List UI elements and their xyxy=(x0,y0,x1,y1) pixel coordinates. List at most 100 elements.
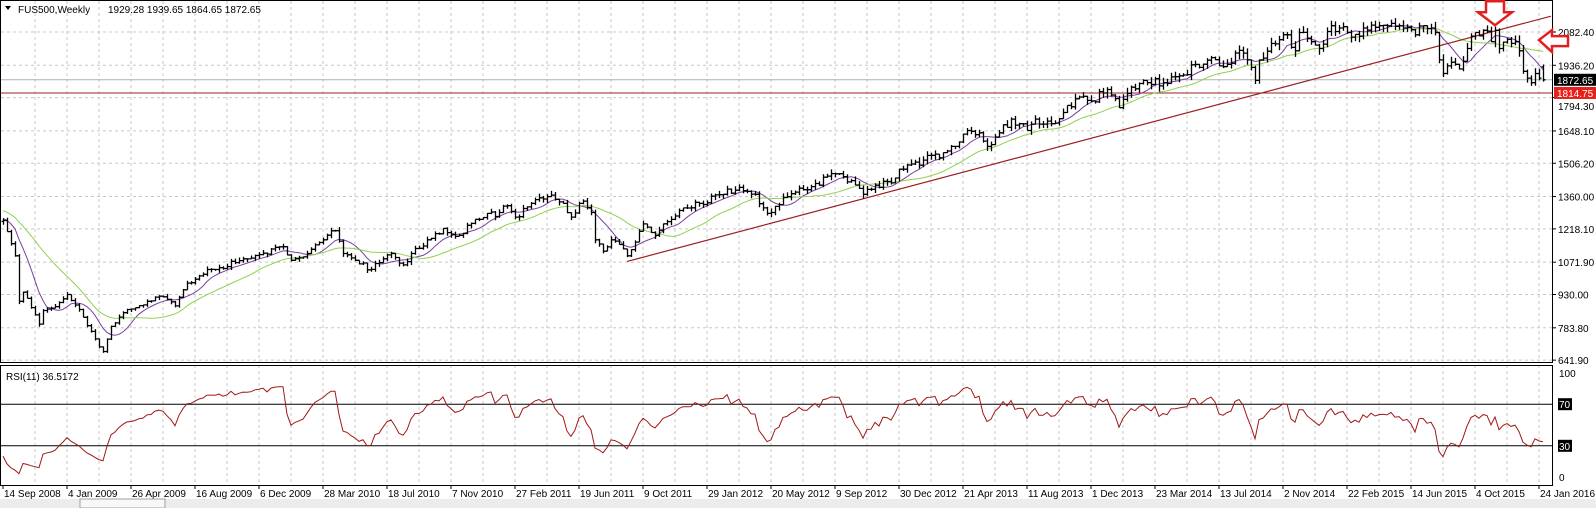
price-bar xyxy=(1393,18,1398,30)
price-bar xyxy=(661,223,666,234)
y-tick-label: 1936.20 xyxy=(1558,61,1595,72)
price-bar xyxy=(1105,87,1110,99)
price-bar xyxy=(1189,60,1194,81)
price-bar xyxy=(1493,26,1498,48)
price-bar xyxy=(901,165,906,171)
price-bar xyxy=(973,129,978,138)
price-bar xyxy=(261,250,266,256)
price-bar xyxy=(889,177,894,185)
price-bar xyxy=(1049,116,1054,127)
price-panel[interactable] xyxy=(1,15,1552,353)
price-bar xyxy=(1285,32,1290,39)
price-bar xyxy=(1077,95,1082,100)
price-bar xyxy=(1317,43,1322,55)
price-bar xyxy=(493,211,498,221)
price-bar xyxy=(689,205,694,212)
price-bar xyxy=(773,205,778,216)
price-bar xyxy=(1433,21,1438,36)
y-tick-label: 1071.90 xyxy=(1558,258,1595,269)
price-bar xyxy=(1509,37,1514,48)
x-tick-label: 4 Jan 2009 xyxy=(68,489,118,500)
rsi-panel[interactable] xyxy=(1,386,1552,475)
price-bar xyxy=(1125,87,1130,102)
price-bar xyxy=(257,252,262,259)
price-bar xyxy=(1233,50,1238,65)
price-bar xyxy=(1,218,6,225)
price-bar xyxy=(1013,115,1018,130)
price-bar xyxy=(837,173,842,175)
price-bar xyxy=(945,149,950,154)
price-bar xyxy=(389,251,394,259)
x-tick-label: 22 Feb 2015 xyxy=(1348,489,1405,500)
price-bar xyxy=(1129,85,1134,98)
price-bar xyxy=(1369,21,1374,34)
price-bar xyxy=(525,206,530,211)
rsi-level-box xyxy=(1558,439,1572,452)
price-bar xyxy=(709,193,714,204)
price-bar xyxy=(981,131,986,143)
price-bar xyxy=(629,248,634,258)
chart-tab-bar[interactable] xyxy=(0,499,1596,508)
x-tick-label: 26 Apr 2009 xyxy=(132,489,186,500)
price-bar xyxy=(213,268,218,271)
price-bar xyxy=(877,181,882,189)
price-bar xyxy=(1421,25,1426,33)
price-bar xyxy=(1457,63,1462,70)
price-bar xyxy=(953,145,958,150)
price-bar xyxy=(1537,68,1542,81)
price-bar xyxy=(29,296,34,309)
price-bar xyxy=(249,255,254,260)
price-bar xyxy=(905,163,910,173)
price-bar xyxy=(777,202,782,211)
price-bar xyxy=(861,185,866,199)
price-bar xyxy=(805,186,810,194)
price-bar xyxy=(105,338,110,353)
y-tick-label: 1506.20 xyxy=(1558,159,1595,170)
price-bar xyxy=(1517,35,1522,57)
price-bar xyxy=(345,251,350,258)
price-bar xyxy=(553,192,558,201)
price-bar xyxy=(1041,121,1046,128)
price-bar xyxy=(717,190,722,199)
price-bar xyxy=(89,324,94,333)
moving-average-slow[interactable] xyxy=(2,27,1544,319)
price-bar xyxy=(337,227,342,243)
price-bar xyxy=(1437,31,1442,64)
price-bar xyxy=(509,203,514,214)
price-bar xyxy=(685,204,690,209)
price-bar xyxy=(869,187,874,191)
x-tick-label: 18 Jul 2010 xyxy=(388,489,440,500)
price-bar xyxy=(117,314,122,325)
price-bar xyxy=(169,298,174,305)
price-bar xyxy=(173,301,178,308)
price-bar xyxy=(1205,58,1210,69)
price-bar xyxy=(1429,23,1434,35)
price-bar xyxy=(585,198,590,210)
price-bar xyxy=(253,254,258,261)
rsi-line[interactable] xyxy=(2,386,1544,475)
price-bar xyxy=(1185,69,1190,76)
price-bar xyxy=(1201,63,1206,71)
price-bar xyxy=(1173,71,1178,81)
price-bar xyxy=(1137,82,1142,93)
price-bar xyxy=(489,208,494,215)
price-bar xyxy=(125,308,130,314)
rsi-label: RSI(11) 36.5172 xyxy=(6,372,79,383)
price-bar xyxy=(697,201,702,207)
collapse-triangle-icon[interactable] xyxy=(5,6,11,10)
price-bar xyxy=(781,193,786,206)
price-bar xyxy=(637,229,642,243)
price-bar xyxy=(133,307,138,311)
price-bar xyxy=(1465,43,1470,62)
trendline[interactable] xyxy=(626,15,1552,263)
price-bar xyxy=(1117,95,1122,109)
chart-tab[interactable] xyxy=(79,498,166,508)
price-bar xyxy=(457,233,462,237)
price-bar xyxy=(145,299,150,307)
price-bar xyxy=(1313,40,1318,46)
x-tick-label: 29 Jan 2012 xyxy=(708,489,763,500)
price-bar xyxy=(1149,77,1154,90)
price-bar xyxy=(137,304,142,309)
price-bar xyxy=(669,216,674,226)
